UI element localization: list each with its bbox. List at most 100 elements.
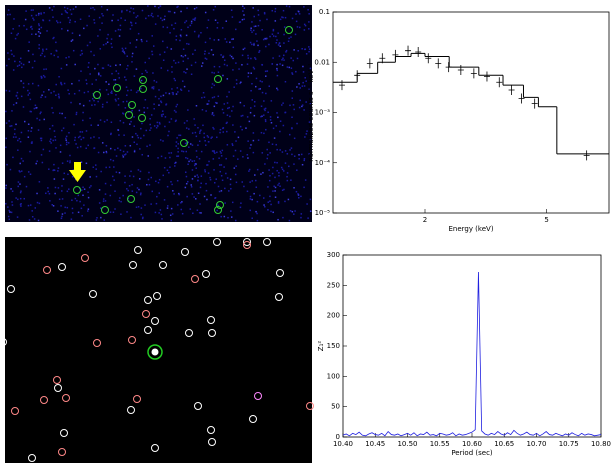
noise-pixel: [61, 129, 63, 132]
noise-pixel: [157, 15, 159, 17]
noise-pixel: [124, 107, 127, 109]
noise-pixel: [173, 27, 175, 30]
noise-pixel: [267, 111, 269, 114]
noise-pixel: [64, 116, 67, 119]
noise-pixel: [262, 38, 265, 41]
noise-pixel: [119, 29, 122, 31]
noise-pixel: [140, 38, 143, 41]
noise-pixel: [298, 83, 300, 85]
noise-pixel: [102, 200, 105, 202]
noise-pixel: [54, 135, 56, 138]
noise-pixel: [61, 28, 63, 30]
noise-pixel: [31, 216, 34, 218]
noise-pixel: [190, 20, 193, 23]
noise-pixel: [309, 67, 312, 70]
noise-pixel: [217, 185, 220, 188]
noise-pixel: [268, 43, 270, 46]
y-tick-label: 10⁻³: [315, 109, 331, 117]
noise-pixel: [92, 166, 95, 169]
noise-pixel: [226, 177, 229, 179]
noise-pixel: [8, 58, 10, 60]
noise-pixel: [193, 118, 195, 120]
noise-pixel: [133, 12, 135, 14]
noise-pixel: [241, 54, 244, 57]
noise-pixel: [146, 145, 148, 148]
noise-pixel: [87, 90, 89, 93]
x-tick-label: 10.50: [397, 440, 417, 448]
noise-pixel: [30, 9, 33, 11]
noise-pixel: [308, 88, 310, 90]
noise-pixel: [190, 64, 193, 67]
noise-pixel: [174, 62, 177, 64]
noise-pixel: [71, 212, 74, 214]
noise-pixel: [184, 171, 187, 173]
noise-pixel: [55, 83, 57, 86]
noise-pixel: [225, 41, 228, 43]
noise-pixel: [74, 20, 76, 23]
star-circle: [127, 406, 135, 414]
noise-pixel: [291, 90, 294, 92]
noise-pixel: [213, 84, 216, 87]
noise-pixel: [290, 57, 292, 59]
noise-pixel: [53, 130, 56, 132]
noise-pixel: [255, 210, 257, 213]
noise-pixel: [82, 194, 84, 197]
noise-pixel: [212, 9, 215, 11]
noise-pixel: [23, 120, 26, 123]
noise-pixel: [252, 66, 255, 69]
noise-pixel: [261, 91, 264, 94]
noise-pixel: [226, 102, 229, 104]
noise-pixel: [66, 206, 69, 209]
noise-pixel: [222, 55, 225, 58]
noise-pixel: [107, 64, 110, 66]
noise-pixel: [257, 44, 259, 47]
noise-pixel: [126, 94, 128, 97]
noise-pixel: [282, 57, 284, 60]
noise-pixel: [196, 174, 199, 176]
noise-pixel: [13, 18, 15, 20]
noise-pixel: [174, 22, 177, 25]
noise-pixel: [17, 198, 19, 201]
noise-pixel: [59, 21, 62, 24]
noise-pixel: [186, 7, 188, 9]
noise-pixel: [268, 141, 270, 144]
noise-pixel: [97, 63, 99, 66]
noise-pixel: [251, 99, 254, 101]
arrow: [69, 162, 86, 182]
noise-pixel: [186, 195, 188, 198]
star-circle: [151, 444, 159, 452]
noise-pixel: [251, 180, 254, 182]
noise-pixel: [55, 20, 58, 22]
star-circle: [276, 269, 284, 277]
noise-pixel: [179, 39, 181, 42]
noise-pixel: [206, 26, 209, 29]
star-circle: [207, 426, 215, 434]
noise-pixel: [276, 148, 278, 151]
noise-pixel: [230, 216, 233, 218]
noise-pixel: [102, 44, 105, 46]
noise-pixel: [88, 62, 90, 64]
noise-pixel: [176, 87, 179, 89]
noise-pixel: [223, 59, 226, 62]
y-tick-label: 10⁻⁴: [315, 159, 331, 167]
noise-pixel: [185, 156, 187, 159]
noise-pixel: [269, 200, 271, 202]
noise-pixel: [117, 129, 120, 131]
noise-pixel: [117, 72, 120, 75]
noise-pixel: [297, 194, 300, 196]
noise-pixel: [172, 93, 174, 96]
noise-pixel: [258, 88, 260, 90]
noise-pixel: [293, 137, 296, 140]
noise-pixel: [79, 200, 81, 203]
noise-pixel: [205, 110, 207, 112]
noise-pixel: [243, 18, 245, 20]
noise-pixel: [65, 57, 67, 59]
noise-pixel: [13, 133, 16, 135]
noise-pixel: [196, 209, 199, 211]
noise-pixel: [17, 185, 19, 188]
noise-pixel: [43, 118, 45, 121]
noise-pixel: [101, 106, 104, 108]
noise-pixel: [225, 157, 227, 160]
noise-pixel: [282, 9, 285, 12]
noise-pixel: [259, 80, 262, 82]
